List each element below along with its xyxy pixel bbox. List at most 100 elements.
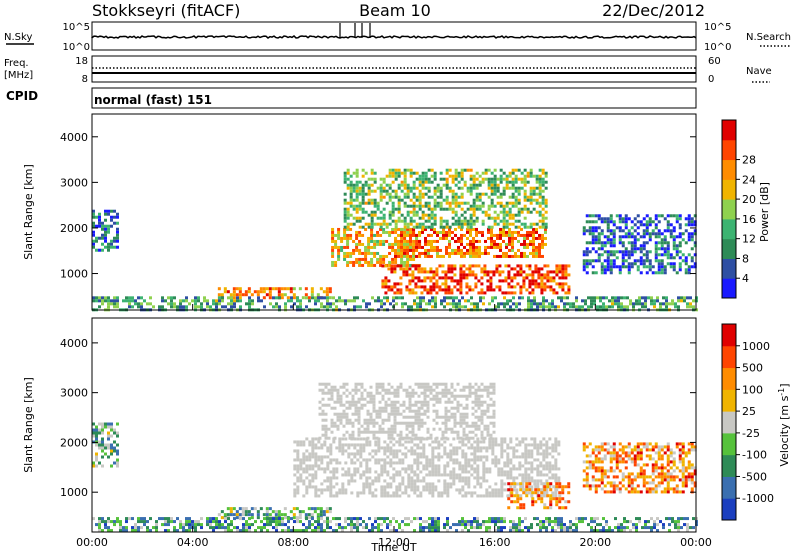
power-cell [691,217,694,220]
power-cell [98,219,101,222]
power-cell [512,217,515,220]
power-cell [689,296,692,299]
power-cell [483,291,486,294]
velocity-cell [512,476,515,479]
power-cell [443,226,446,229]
power-cell [557,305,560,308]
velocity-cell [445,410,448,413]
velocity-cell [329,488,332,491]
power-colorbar-tick-label: 24 [742,173,756,186]
velocity-cell [334,389,337,392]
power-cell [631,220,634,223]
velocity-cell [554,464,557,467]
velocity-cell [377,440,380,443]
velocity-cell [457,431,460,434]
power-cell [601,244,604,247]
power-cell [433,249,436,252]
power-cell [482,296,485,299]
velocity-cell [413,458,416,461]
velocity-cell [421,386,424,389]
power-cell [353,296,356,299]
power-cell [515,226,518,229]
power-cell [386,296,389,299]
power-cell [459,288,462,291]
power-cell [488,178,491,181]
power-cell [164,299,167,302]
velocity-cell [385,401,388,404]
power-cell [437,202,440,205]
power-cell [440,178,443,181]
velocity-cell [269,507,272,510]
velocity-cell [308,455,311,458]
velocity-cell [545,473,548,476]
power-cell [107,228,110,231]
velocity-cell [236,516,239,519]
velocity-cell [325,383,328,386]
velocity-cell [595,469,598,472]
velocity-cell [362,437,365,440]
velocity-cell [519,494,522,497]
velocity-cell [391,404,394,407]
velocity-cell [422,479,425,482]
velocity-cell [377,476,380,479]
velocity-cell [413,449,416,452]
power-cell [470,217,473,220]
power-cell [442,234,445,237]
power-cell [434,305,437,308]
velocity-cell [470,491,473,494]
power-cell [179,302,182,305]
velocity-cell [466,404,469,407]
power-cell [450,267,453,270]
velocity-cell [389,485,392,488]
velocity-cell [359,491,362,494]
power-cell [371,226,374,229]
power-cell [631,235,634,238]
power-cell [404,205,407,208]
velocity-cell [424,386,427,389]
velocity-cell [482,446,485,449]
power-cell [561,264,564,267]
power-cell [664,241,667,244]
power-cell [104,210,107,213]
power-cell [359,181,362,184]
velocity-cell [409,431,412,434]
power-cell [131,299,134,302]
velocity-cell [445,425,448,428]
power-cell [510,279,513,282]
velocity-cell [464,479,467,482]
velocity-cell [676,490,679,493]
velocity-cell [673,469,676,472]
power-cell [688,223,691,226]
power-cell [98,237,101,240]
power-cell [415,237,418,240]
power-cell [545,199,548,202]
velocity-cell [340,422,343,425]
power-cell [414,285,417,288]
velocity-cell [437,479,440,482]
power-cell [506,178,509,181]
power-cell [613,265,616,268]
velocity-cell [367,410,370,413]
velocity-cell [475,395,478,398]
velocity-cell [395,470,398,473]
power-cell [314,302,317,305]
power-cell [646,223,649,226]
power-cell [422,187,425,190]
power-cell [467,223,470,226]
velocity-cell [506,470,509,473]
velocity-cell [329,482,332,485]
velocity-cell [643,442,646,445]
power-cell [563,305,566,308]
velocity-cell [373,425,376,428]
power-cell [359,187,362,190]
power-cell [373,255,376,258]
velocity-cell [386,482,389,485]
power-cell [346,255,349,258]
velocity-cell [98,429,101,432]
velocity-cell [586,484,589,487]
velocity-cell [497,443,500,446]
velocity-cell [299,458,302,461]
power-cell [540,288,543,291]
power-cell [101,228,104,231]
velocity-cell [452,461,455,464]
